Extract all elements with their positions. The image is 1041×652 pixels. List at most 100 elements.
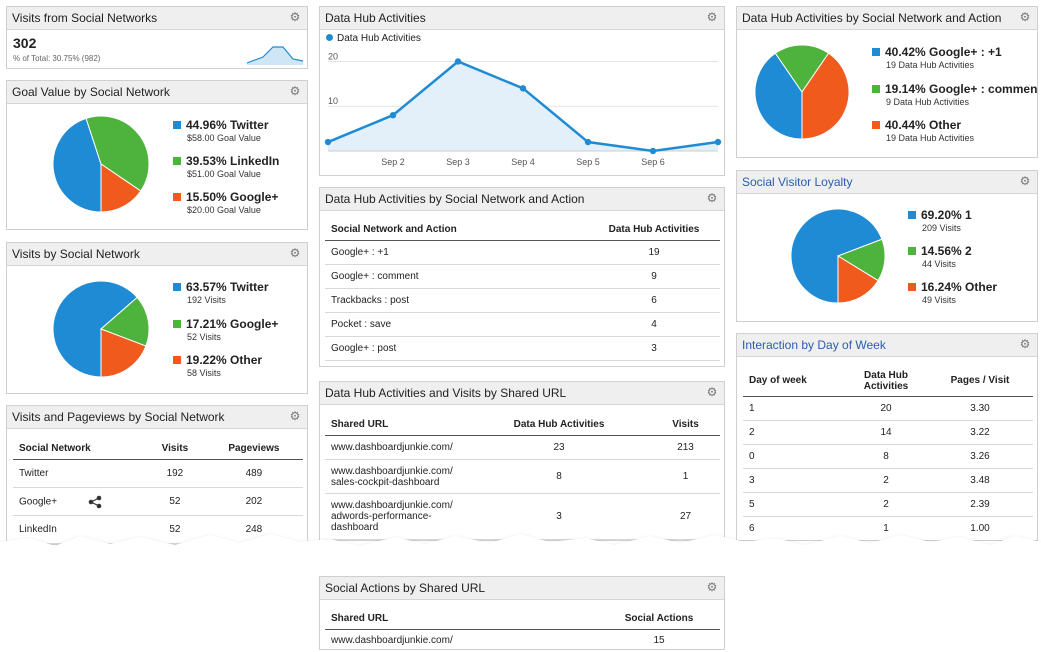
- widget-header: Goal Value by Social Network ⚙: [7, 81, 307, 104]
- legend-swatch: [173, 193, 181, 201]
- column-header: Data Hub Activities: [467, 413, 652, 436]
- column-header: Shared URL: [325, 413, 467, 436]
- widget-title: Data Hub Activities: [325, 11, 426, 25]
- visits-network-pie: [52, 280, 150, 378]
- column-header: Social Network: [13, 437, 145, 460]
- gear-icon[interactable]: ⚙: [706, 385, 718, 399]
- table-row[interactable]: Pocket : save 4: [325, 312, 720, 337]
- gear-icon[interactable]: ⚙: [1019, 337, 1031, 351]
- widget-social-actions: Social Actions by Shared URL ⚙ Shared UR…: [319, 576, 725, 650]
- pie-slice-3[interactable]: [801, 52, 850, 140]
- gear-icon[interactable]: ⚙: [289, 10, 301, 24]
- widget-header: Data Hub Activities by Social Network an…: [320, 188, 724, 211]
- widget-hub-pie: Data Hub Activities by Social Network an…: [736, 6, 1038, 158]
- table-header-row: Day of week Data Hub Activities Pages / …: [743, 366, 1033, 397]
- gear-icon[interactable]: ⚙: [706, 10, 718, 24]
- table-row[interactable]: Trackbacks : post 6: [325, 288, 720, 313]
- pie-slice-2[interactable]: [774, 44, 830, 93]
- x-tick-label: Sep 3: [446, 157, 470, 167]
- legend-item: 63.57% Twitter 192 Visits: [173, 280, 269, 305]
- column-header: Shared URL: [325, 607, 598, 630]
- series-area: [328, 61, 718, 151]
- column-header: Data Hub Activities: [845, 366, 927, 397]
- legend-swatch: [173, 320, 181, 328]
- table-row[interactable]: 3 2 3.48: [743, 468, 1033, 493]
- data-point[interactable]: [519, 85, 527, 92]
- gear-icon[interactable]: ⚙: [289, 409, 301, 423]
- legend-item: 16.24% Other 49 Visits: [908, 280, 997, 305]
- table-row[interactable]: 2 14 3.22: [743, 420, 1033, 445]
- legend-swatch: [908, 247, 916, 255]
- x-tick-label: Sep 4: [511, 157, 535, 167]
- widget-loyalty: Social Visitor Loyalty ⚙ 69.20% 1 209 Vi…: [736, 170, 1038, 322]
- pie-slice-3[interactable]: [100, 328, 147, 378]
- data-point[interactable]: [584, 138, 592, 146]
- widget-title: Interaction by Day of Week: [742, 338, 886, 352]
- gear-icon[interactable]: ⚙: [289, 246, 301, 260]
- pie-slice-1[interactable]: [52, 280, 138, 378]
- data-point[interactable]: [649, 147, 657, 155]
- hub-by-action-table: Social Network and Action Data Hub Activ…: [325, 218, 720, 361]
- legend-item: 44.96% Twitter $58.00 Goal Value: [173, 118, 269, 143]
- gear-icon[interactable]: ⚙: [289, 84, 301, 98]
- gear-icon[interactable]: ⚙: [1019, 10, 1031, 24]
- legend-swatch: [173, 356, 181, 364]
- widget-hub-by-url: Data Hub Activities and Visits by Shared…: [319, 381, 725, 541]
- table-row[interactable]: Twitter 192 489: [13, 459, 303, 488]
- table-row[interactable]: Google+ : comment 9: [325, 264, 720, 289]
- legend-swatch: [908, 283, 916, 291]
- widget-title: Visits from Social Networks: [12, 11, 158, 25]
- column-header: Data Hub Activities: [588, 218, 720, 241]
- pie-slice-1[interactable]: [52, 117, 102, 213]
- legend-swatch: [872, 85, 880, 93]
- table-row[interactable]: www.dashboardjunkie.com/23 213: [325, 435, 720, 460]
- social-actions-table: Shared URL Social Actions www.dashboardj…: [325, 607, 720, 649]
- table-row[interactable]: Google+ : post 3: [325, 336, 720, 361]
- table-row[interactable]: 1 20 3.30: [743, 396, 1033, 421]
- widget-header: Data Hub Activities by Social Network an…: [737, 7, 1037, 30]
- legend-swatch: [908, 211, 916, 219]
- data-point[interactable]: [454, 58, 462, 65]
- chart-legend: Data Hub Activities: [326, 33, 421, 44]
- column-header: Social Network and Action: [325, 218, 588, 241]
- table-row[interactable]: Google+ : +1 19: [325, 240, 720, 265]
- pie-slice-3[interactable]: [837, 255, 879, 304]
- widget-header: Visits by Social Network ⚙: [7, 243, 307, 266]
- widget-header: Interaction by Day of Week ⚙: [737, 334, 1037, 357]
- pie-slice-1[interactable]: [790, 208, 883, 304]
- share-icon[interactable]: [88, 495, 102, 509]
- table-row[interactable]: Google+ 52 202: [13, 487, 303, 516]
- table-row[interactable]: 5 2 2.39: [743, 492, 1033, 517]
- widget-title: Data Hub Activities and Visits by Shared…: [325, 386, 567, 400]
- table-row[interactable]: www.dashboardjunkie.com/ sales-cockpit-d…: [325, 459, 720, 494]
- gear-icon[interactable]: ⚙: [706, 191, 718, 205]
- widget-goal-value: Goal Value by Social Network ⚙ 44.96% Tw…: [6, 80, 308, 230]
- pie-slice-1[interactable]: [754, 52, 803, 140]
- data-point[interactable]: [389, 111, 397, 119]
- pie-slice-2[interactable]: [100, 296, 150, 347]
- pie-slice-2[interactable]: [85, 115, 150, 192]
- widget-header: Visits and Pageviews by Social Network ⚙: [7, 406, 307, 429]
- gear-icon[interactable]: ⚙: [1019, 174, 1031, 188]
- legend-item: 19.14% Google+ : comment 9 Data Hub Acti…: [872, 82, 1037, 107]
- widget-visits-social: Visits from Social Networks ⚙ 302 % of T…: [6, 6, 308, 69]
- data-point[interactable]: [324, 138, 332, 146]
- y-tick-label: 20: [328, 51, 338, 61]
- x-tick-label: Sep 6: [641, 157, 665, 167]
- widget-hub-activities: Data Hub Activities ⚙ Data Hub Activitie…: [319, 6, 725, 176]
- hub-by-url-table: Shared URL Data Hub Activities Visits ww…: [325, 413, 720, 540]
- legend-item: 14.56% 2 44 Visits: [908, 244, 972, 269]
- table-header-row: Social Network Visits Pageviews: [13, 437, 303, 460]
- gear-icon[interactable]: ⚙: [706, 580, 718, 594]
- sparkline: [246, 46, 304, 65]
- table-row[interactable]: 0 8 3.26: [743, 444, 1033, 469]
- hub-pie-chart: [754, 44, 850, 140]
- table-row[interactable]: 6 1 1.00: [743, 516, 1033, 540]
- widget-header: Visits from Social Networks ⚙: [7, 7, 307, 30]
- hub-activities-chart: 10 20 Sep 2 Sep 3 Sep 4 Sep 5 Sep 6: [324, 51, 722, 167]
- table-row[interactable]: www.dashboardjunkie.com/15: [325, 629, 720, 649]
- pie-slice-3[interactable]: [100, 163, 142, 213]
- widget-title: Social Visitor Loyalty: [742, 175, 853, 189]
- table-row[interactable]: www.dashboardjunkie.com/ adwords-perform…: [325, 493, 720, 540]
- data-point[interactable]: [714, 138, 722, 146]
